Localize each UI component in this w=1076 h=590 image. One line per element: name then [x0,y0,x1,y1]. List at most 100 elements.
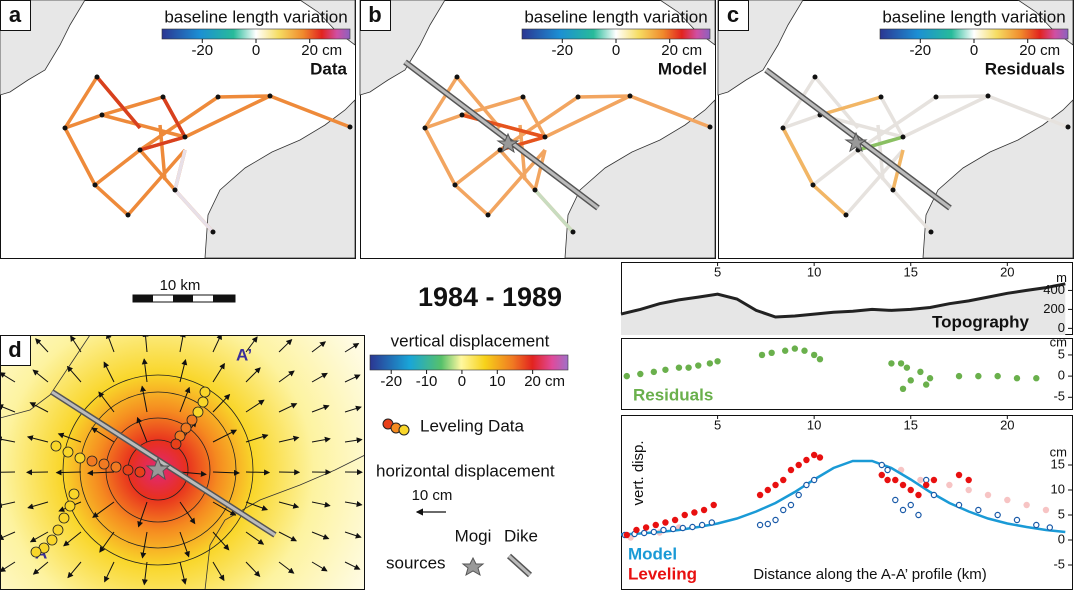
arrow [212,561,225,582]
data-point [930,476,938,484]
y-tick-label: 200 [1043,301,1065,316]
x-tick-label: 5 [714,417,721,432]
model-point [930,491,938,499]
data-point [897,360,905,367]
colorbar [161,28,351,40]
data-point [922,481,930,489]
arrow [344,531,362,539]
arrow [106,335,115,353]
data-point [772,481,779,489]
data-point [892,476,899,484]
arrow [245,399,265,413]
data-point [691,509,698,516]
y-tick-label: 5 [1058,346,1065,361]
arrow [29,531,49,543]
arrow [67,561,82,579]
arrow [92,501,115,518]
data-point [623,531,630,539]
model-point [994,511,1001,519]
arrow [344,501,363,507]
leveling-dot [98,458,110,470]
colorbar-tick-label: 0 [458,373,466,390]
legend-sources: sources [386,553,446,572]
legend-arrow: 10 cm [412,487,453,504]
panel-d-A-prime: A’ [236,345,252,364]
data-point [975,372,982,380]
data-point [984,491,992,499]
model-point [660,526,667,534]
leveling-dot [68,488,80,500]
y-tick-label: -5 [1053,389,1065,404]
leveling-dot [197,396,209,408]
data-point [650,368,658,376]
data-point [1023,501,1030,509]
arrow [311,372,328,383]
colorbar-tick-label: 0 [252,42,260,59]
data-point [671,516,679,524]
panel-title: Data [310,59,347,78]
leveling-dot [170,438,182,450]
data-point [917,368,924,376]
arrow [137,501,148,528]
arrow [278,403,298,413]
arrow [35,338,49,353]
arrow [278,531,298,542]
data-point [915,491,922,499]
arrow [104,561,115,583]
arrow [212,531,230,551]
arrow [179,501,196,525]
model-point [1046,524,1054,531]
data-point [816,355,824,363]
y-tick-label: 400 [1043,282,1065,297]
data-point [926,375,934,382]
data-point [681,511,688,519]
data-point [764,486,772,494]
figure-title: 1984 - 1989 [418,282,562,312]
data-point [623,372,630,380]
arrow [311,561,328,572]
data-point [758,351,766,359]
colorbar-tick-label: 0 [612,42,620,59]
model-point [689,523,696,531]
scale-bar: 10 km [132,277,236,303]
arrow [278,435,300,443]
leveling-dot [64,500,76,512]
leveling-dot [50,440,62,452]
leveling-dot [86,455,98,467]
leveling-dot [58,512,70,524]
data-point [756,491,764,499]
arrow [70,335,82,353]
model-point [679,524,687,532]
data-point [810,351,818,359]
leveling-dot [30,546,42,558]
panel-title: Model [658,59,707,78]
legend-mogi: Mogi [455,526,492,545]
arrow [99,531,115,553]
arrow [212,469,240,476]
data-point [662,519,669,526]
arrow [0,561,16,573]
arrow [344,437,363,444]
colorbar-tick-label: -20 [551,42,573,59]
panel-letter: c [727,2,739,27]
legend-colorbar-label: vertical displacement [391,331,550,350]
arrow [0,501,16,508]
model-point [803,481,810,489]
legend-horizontal: horizontal displacement [376,461,555,480]
leveling-dot [192,406,204,418]
model-point [907,501,914,509]
data-point [899,481,907,489]
data-point [994,372,1001,380]
y-tick-label: -5 [1053,556,1065,571]
model-point [669,525,677,533]
data-point [955,372,963,380]
arrow [311,531,330,540]
model-point [640,529,648,537]
colorbar [521,28,711,40]
data-point [791,345,799,352]
leveling-dot [46,534,58,546]
arrow [55,469,82,476]
model-point [756,521,764,529]
model-point [795,491,802,499]
colorbar-tick-label: 20 cm [524,373,565,390]
